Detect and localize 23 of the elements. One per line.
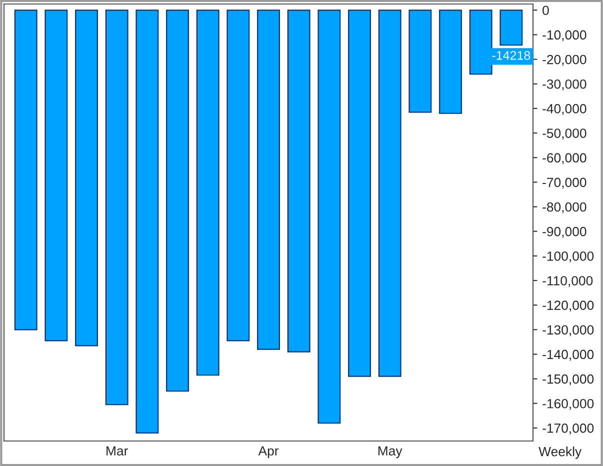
x-tick-label: Mar xyxy=(106,446,128,456)
y-tick-label: -170,000 xyxy=(542,424,594,434)
y-tick-label: -10,000 xyxy=(542,30,586,42)
y-tick-label: -30,000 xyxy=(542,79,586,90)
y-tick-label: -90,000 xyxy=(542,226,586,238)
y-tick-label: -110,000 xyxy=(542,276,593,287)
y-tick-label: -100,000 xyxy=(542,251,594,262)
y-tick-label: -150,000 xyxy=(542,374,594,386)
y-tick-label: -20,000 xyxy=(542,54,586,66)
y-tick-label: -120,000 xyxy=(542,300,594,312)
y-tick-label: 0 xyxy=(542,6,549,16)
x-tick-label: May xyxy=(378,446,402,458)
y-tick-label: -70,000 xyxy=(542,178,586,189)
y-tick-label: -130,000 xyxy=(542,325,594,336)
x-tick-label: Apr xyxy=(258,446,279,458)
y-tick-label: -160,000 xyxy=(542,398,594,410)
y-tick-label: -60,000 xyxy=(542,153,586,164)
x-axis-title: Weekly xyxy=(538,446,582,459)
y-tick-label: -80,000 xyxy=(542,202,586,214)
y-tick-label: -50,000 xyxy=(542,128,586,140)
data-label: -14218 xyxy=(492,50,530,60)
y-tick-label: -40,000 xyxy=(542,104,586,115)
y-tick-label: -140,000 xyxy=(542,350,594,361)
